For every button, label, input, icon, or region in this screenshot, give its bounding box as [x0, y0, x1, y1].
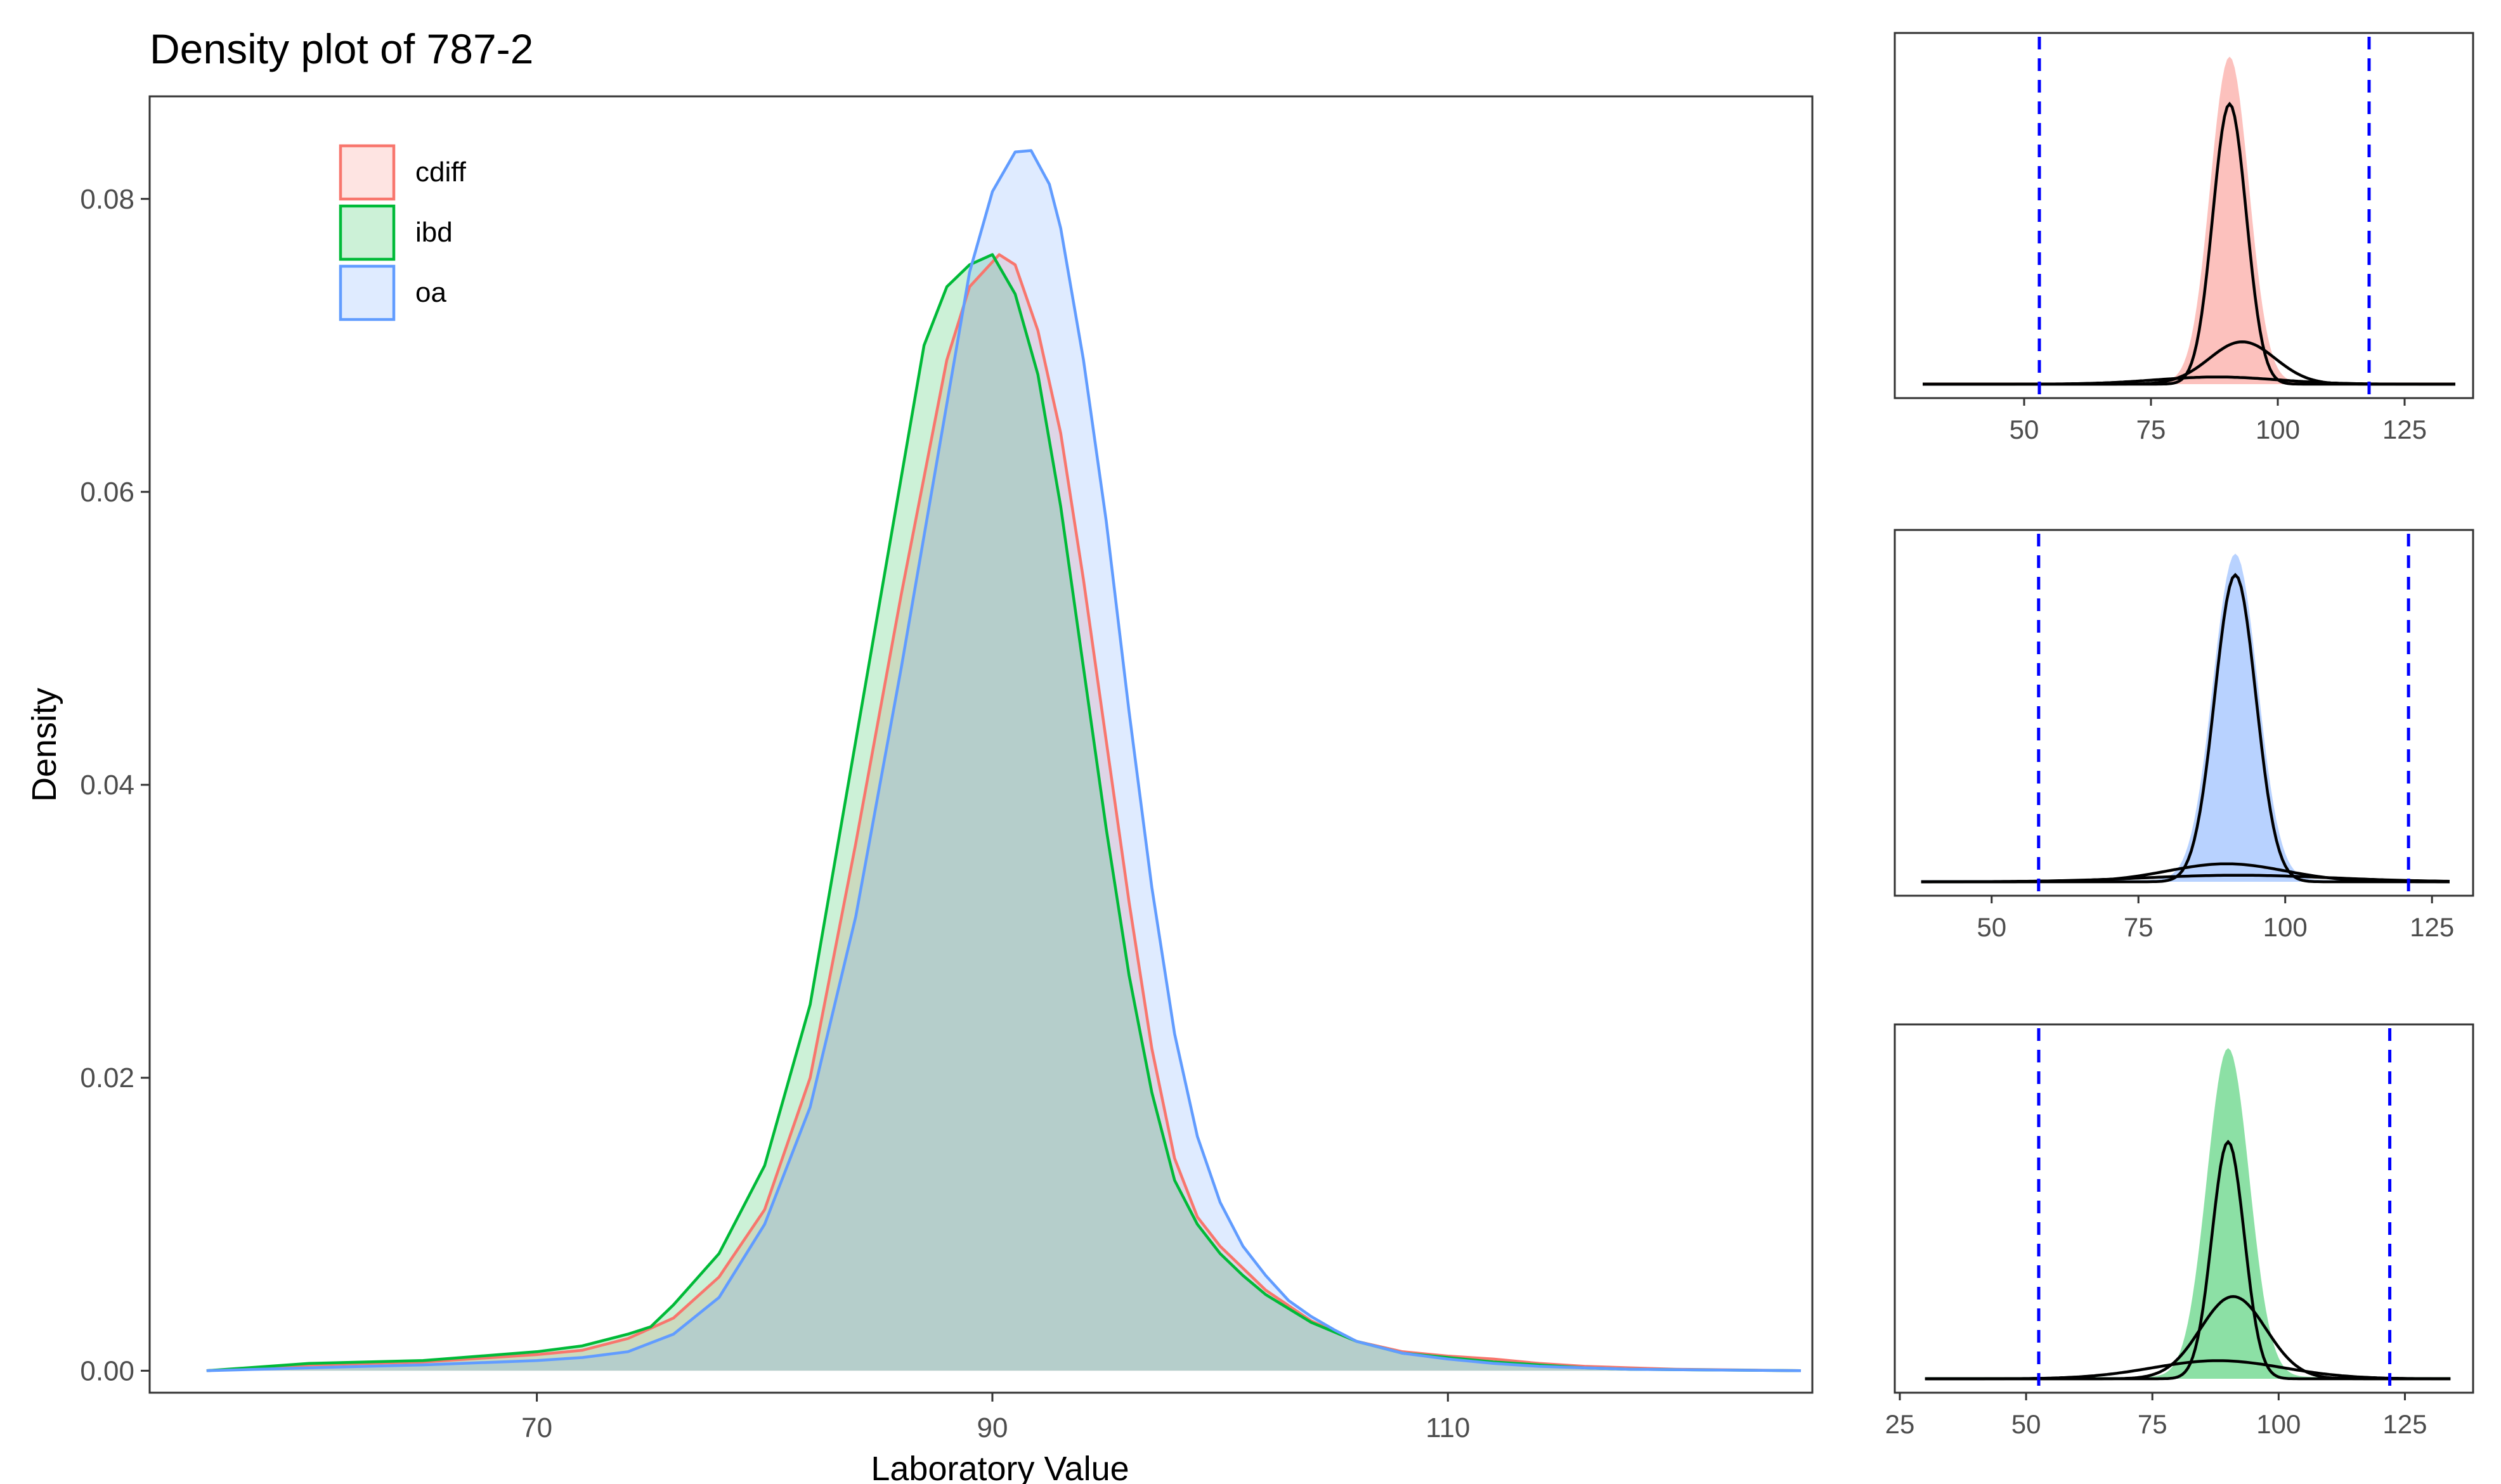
density-area-ibd [206, 254, 1801, 1371]
mixture-component-3 [1923, 375, 2455, 386]
density-line-cdiff [206, 253, 1802, 1372]
legend-key-oa [339, 264, 396, 321]
x-tick-label: 125 [2382, 1409, 2427, 1439]
panel-border [1894, 529, 2474, 897]
density-area-cdiff [206, 254, 1801, 1371]
x-tick-label: 75 [2136, 415, 2166, 444]
y-tick-label: 0.06 [80, 477, 134, 508]
x-tick-label: 50 [1977, 912, 2006, 942]
panel-border [1894, 1023, 2474, 1394]
density-series-group [206, 149, 1802, 1372]
x-axis-ticks: 70 90 110 [521, 1393, 1470, 1443]
density-line-oa [206, 149, 1802, 1372]
legend-label-oa: oa [415, 277, 446, 308]
series-fills [206, 150, 1801, 1371]
legend-key-ibd [339, 204, 396, 261]
x-tick-label: 50 [2011, 1409, 2041, 1439]
main-panel-border [148, 95, 1814, 1394]
main-density-chart: Density plot of 787-2 70 90 110 0.000.020.… [25, 25, 1814, 1484]
x-tick-label: 70 [521, 1412, 552, 1443]
x-axis-title: Laboratory Value [871, 1450, 1129, 1484]
mixture-panel-cdiff: 50 75 100 125 [1894, 32, 2474, 444]
x-tick-label: 90 [977, 1412, 1008, 1443]
density-area-oa [206, 150, 1801, 1371]
panel-border [1894, 32, 2474, 399]
y-axis-ticks: 0.00 0.02 0.04 0.06 0.08 [80, 184, 150, 1386]
x-tick-label: 50 [2010, 415, 2039, 444]
x-tick-label: 100 [2256, 415, 2300, 444]
legend: cdiff ibd oa [339, 144, 467, 321]
legend-label-cdiff: cdiff [415, 157, 467, 188]
legend-key-cdiff [339, 144, 396, 201]
y-axis-title: Density [25, 688, 63, 802]
x-tick-label: 25 [1885, 1409, 1915, 1439]
legend-label-ibd: ibd [415, 217, 453, 248]
chart-title: Density plot of 787-2 [150, 25, 533, 72]
y-tick-label: 0.02 [80, 1062, 134, 1094]
x-tick-label: 75 [2138, 1409, 2167, 1439]
x-tick-label: 125 [2410, 912, 2454, 942]
x-tick-label: 110 [1426, 1412, 1470, 1443]
x-tick-label: 75 [2124, 912, 2153, 942]
x-tick-label: 100 [2256, 1409, 2301, 1439]
mixture-component-3 [1921, 874, 2450, 884]
y-tick-label: 0.04 [80, 770, 134, 801]
x-tick-label: 125 [2382, 415, 2427, 444]
y-tick-label: 0.00 [80, 1355, 134, 1386]
y-tick-label: 0.08 [80, 184, 134, 215]
series-lines [206, 149, 1802, 1372]
mixture-panel-oa: 50 75 100 125 [1894, 529, 2474, 942]
x-tick-label: 100 [2263, 912, 2308, 942]
mixture-component-3 [1925, 1359, 2451, 1381]
mixture-panel-ibd: 25 50 75 100 125 [1885, 1023, 2474, 1439]
